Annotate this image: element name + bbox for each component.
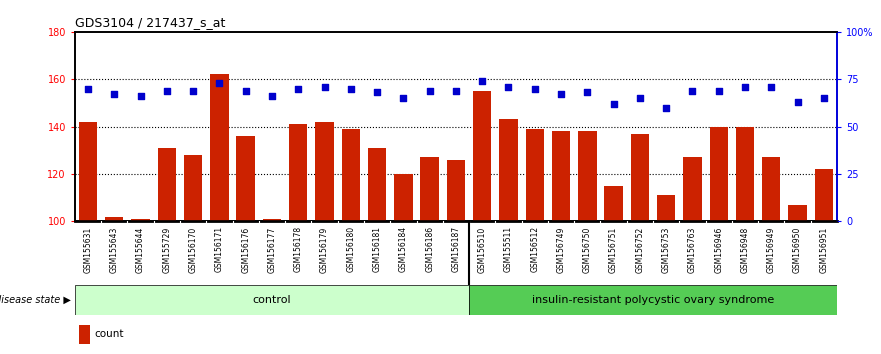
Bar (552, 131, 570, 221)
Point (448, 88, 463, 93)
Text: GSM156750: GSM156750 (583, 226, 592, 273)
Bar (736, 126, 754, 221)
Text: GSM156181: GSM156181 (373, 226, 381, 272)
Point (581, 90, 595, 95)
Bar (762, 157, 781, 221)
Text: GSM156951: GSM156951 (819, 226, 828, 273)
Text: GSM156187: GSM156187 (451, 226, 461, 273)
Bar (473, 91, 492, 221)
Point (764, 84, 778, 90)
Bar (657, 195, 676, 221)
Bar (526, 129, 544, 221)
Bar (342, 129, 360, 221)
Bar (420, 157, 439, 221)
Point (606, 101, 620, 107)
Bar (289, 124, 307, 221)
Bar (315, 122, 334, 221)
Bar (684, 157, 701, 221)
Text: GSM156950: GSM156950 (793, 226, 802, 273)
Point (292, 86, 306, 92)
Bar (131, 219, 150, 221)
Text: GSM156946: GSM156946 (714, 226, 723, 273)
Bar (78, 122, 97, 221)
Text: GSM156763: GSM156763 (688, 226, 697, 273)
Text: count: count (94, 329, 123, 339)
Text: GSM155643: GSM155643 (110, 226, 119, 273)
Point (554, 92, 568, 97)
Point (532, 199, 546, 205)
Point (790, 99, 804, 105)
Text: GSM156177: GSM156177 (268, 226, 277, 273)
Text: GSM156179: GSM156179 (320, 226, 329, 273)
Bar (211, 74, 228, 221)
Bar (75, 285, 469, 315)
Bar (368, 148, 386, 221)
Point (370, 90, 384, 95)
Text: GSM155644: GSM155644 (136, 226, 145, 273)
Text: control: control (253, 295, 292, 305)
Text: GSM156184: GSM156184 (399, 226, 408, 273)
Bar (447, 160, 465, 221)
Text: GSM156753: GSM156753 (662, 226, 670, 273)
Point (528, 86, 542, 92)
Text: GSM156176: GSM156176 (241, 226, 250, 273)
Bar (394, 174, 412, 221)
Bar (78, 325, 90, 344)
Point (317, 84, 331, 90)
Text: GSM155729: GSM155729 (162, 226, 172, 273)
Point (239, 88, 253, 93)
Text: GSM156510: GSM156510 (478, 226, 486, 273)
Text: GSM155631: GSM155631 (84, 226, 93, 273)
Text: GSM156178: GSM156178 (293, 226, 303, 273)
Point (817, 95, 831, 101)
Point (685, 88, 700, 93)
Bar (500, 119, 518, 221)
Point (265, 93, 279, 99)
Text: disease state ▶: disease state ▶ (0, 295, 71, 305)
Text: GSM156186: GSM156186 (426, 226, 434, 273)
Point (659, 105, 673, 110)
Text: GSM156512: GSM156512 (530, 226, 539, 273)
Text: GSM156751: GSM156751 (609, 226, 618, 273)
Bar (709, 126, 728, 221)
Text: insulin-resistant polycystic ovary syndrome: insulin-resistant polycystic ovary syndr… (532, 295, 774, 305)
Bar (105, 217, 123, 221)
Text: GDS3104 / 217437_s_at: GDS3104 / 217437_s_at (75, 16, 226, 29)
Bar (469, 285, 837, 315)
Text: GSM156180: GSM156180 (346, 226, 355, 273)
Text: GSM156171: GSM156171 (215, 226, 224, 273)
Bar (184, 155, 203, 221)
Text: GSM155511: GSM155511 (504, 226, 513, 273)
Text: GSM156752: GSM156752 (635, 226, 644, 273)
Bar (158, 148, 176, 221)
Point (186, 88, 200, 93)
Point (423, 88, 437, 93)
Point (501, 84, 515, 90)
Point (633, 95, 647, 101)
Text: GSM156170: GSM156170 (189, 226, 197, 273)
Text: GSM156949: GSM156949 (766, 226, 776, 273)
Point (159, 88, 174, 93)
Point (134, 93, 148, 99)
Point (107, 92, 122, 97)
Bar (631, 134, 649, 221)
Point (475, 78, 489, 84)
Text: GSM156749: GSM156749 (557, 226, 566, 273)
Point (212, 80, 226, 86)
Bar (815, 169, 833, 221)
Text: GSM156948: GSM156948 (740, 226, 750, 273)
Bar (578, 131, 596, 221)
Point (344, 86, 358, 92)
Point (712, 88, 726, 93)
Point (396, 95, 411, 101)
Bar (236, 136, 255, 221)
Bar (788, 205, 807, 221)
Bar (263, 219, 281, 221)
Point (81, 86, 95, 92)
Bar (604, 186, 623, 221)
Point (738, 84, 752, 90)
